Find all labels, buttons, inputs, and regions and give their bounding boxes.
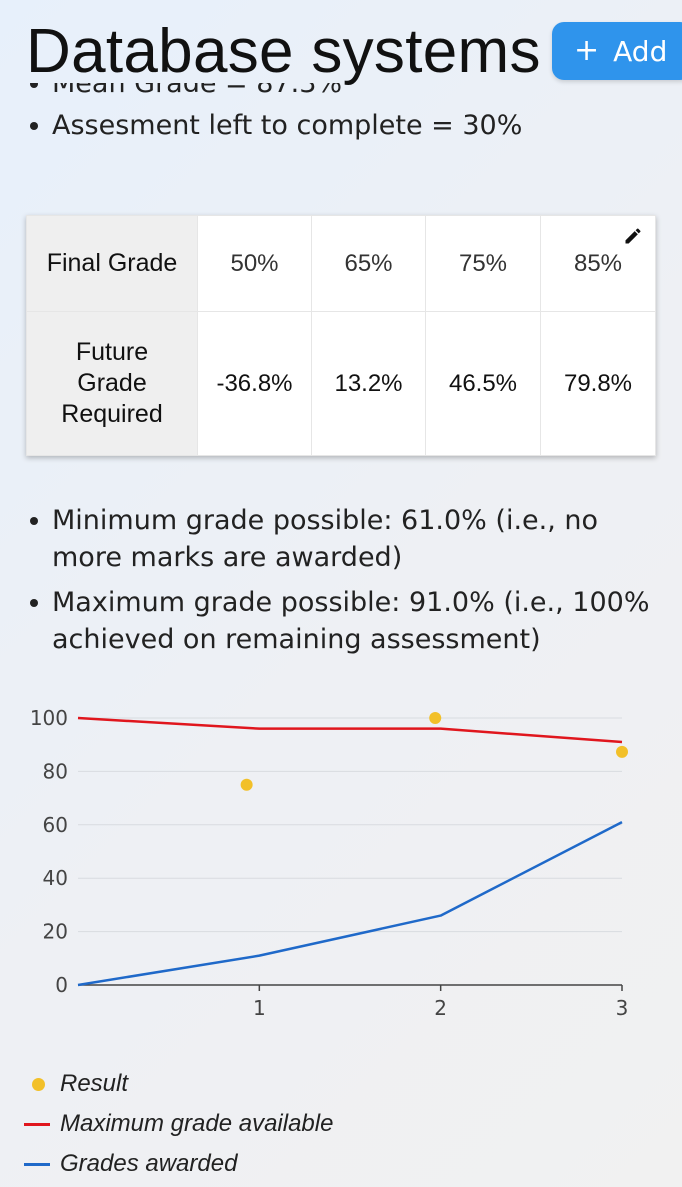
info-list: Minimum grade possible: 61.0% (i.e., no … — [0, 502, 682, 666]
final-grade-cell[interactable]: 75% — [425, 215, 541, 312]
y-tick-label: 20 — [43, 920, 68, 944]
grade-table: Final Grade 50% 65% 75% 85% Future Grade… — [26, 215, 656, 456]
required-grade-cell: 13.2% — [311, 311, 426, 456]
legend-label: Maximum grade available — [60, 1110, 334, 1137]
y-tick-label: 80 — [43, 759, 68, 783]
legend-label: Result — [60, 1070, 129, 1097]
legend-label: Grades awarded — [60, 1150, 238, 1177]
x-tick-label: 1 — [253, 996, 266, 1020]
legend-awarded-line — [24, 1162, 50, 1166]
stat-mean-grade: Mean Grade = 87.3% — [0, 83, 522, 102]
min-grade-info: Minimum grade possible: 61.0% (i.e., no … — [0, 502, 682, 576]
max-grade-info: Maximum grade possible: 91.0% (i.e., 100… — [0, 584, 682, 658]
x-tick-label: 2 — [434, 996, 447, 1020]
result-point — [616, 745, 628, 758]
legend-item-result: Result — [22, 1064, 333, 1104]
legend-item-max: Maximum grade available — [22, 1104, 333, 1144]
required-grade-cell: -36.8% — [197, 311, 312, 456]
required-grade-cell: 46.5% — [425, 311, 541, 456]
future-grade-label: Future Grade Required — [26, 311, 198, 456]
grade-chart: 0 20 40 60 80 100 1 2 3 — [30, 706, 629, 1020]
pencil-icon[interactable] — [623, 226, 643, 246]
legend-item-awarded: Grades awarded — [22, 1144, 333, 1184]
final-grade-value: 85% — [573, 249, 623, 277]
y-axis-ticks: 0 20 40 60 80 100 — [30, 706, 68, 997]
y-tick-label: 0 — [55, 973, 68, 997]
result-point — [429, 712, 442, 724]
y-tick-label: 100 — [30, 706, 68, 730]
x-tick-label: 3 — [616, 996, 629, 1020]
required-grade-cell: 79.8% — [540, 311, 656, 456]
final-grade-label: Final Grade — [26, 215, 198, 312]
chart-series — [77, 712, 628, 987]
chart-legend: Result Maximum grade available Grades aw… — [22, 1064, 333, 1184]
stats-section: Mean Grade = 87.3% Assesment left to com… — [0, 83, 682, 163]
series-line — [77, 821, 623, 987]
add-button[interactable]: + Add — [552, 22, 682, 80]
result-point — [240, 778, 253, 791]
final-grade-cell[interactable]: 65% — [311, 215, 426, 312]
add-button-label: Add — [613, 34, 668, 68]
chart-grid — [78, 717, 623, 991]
plus-icon: + — [574, 33, 600, 68]
page-title: Database systems — [26, 17, 541, 86]
y-tick-label: 60 — [43, 813, 68, 837]
x-axis-ticks: 1 2 3 — [253, 996, 628, 1020]
y-tick-label: 40 — [43, 866, 68, 890]
final-grade-cell[interactable]: 50% — [197, 215, 312, 312]
series-line — [77, 716, 623, 744]
future-grade-row: Future Grade Required -36.8% 13.2% 46.5%… — [26, 311, 656, 456]
stat-assessment-left: Assesment left to complete = 30% — [0, 107, 522, 144]
stats-list: Mean Grade = 87.3% Assesment left to com… — [0, 83, 522, 149]
final-grade-cell-last[interactable]: 85% — [540, 215, 656, 312]
legend-result-dot — [32, 1077, 45, 1091]
final-grade-row: Final Grade 50% 65% 75% 85% — [26, 215, 656, 312]
legend-max-line — [24, 1122, 50, 1126]
